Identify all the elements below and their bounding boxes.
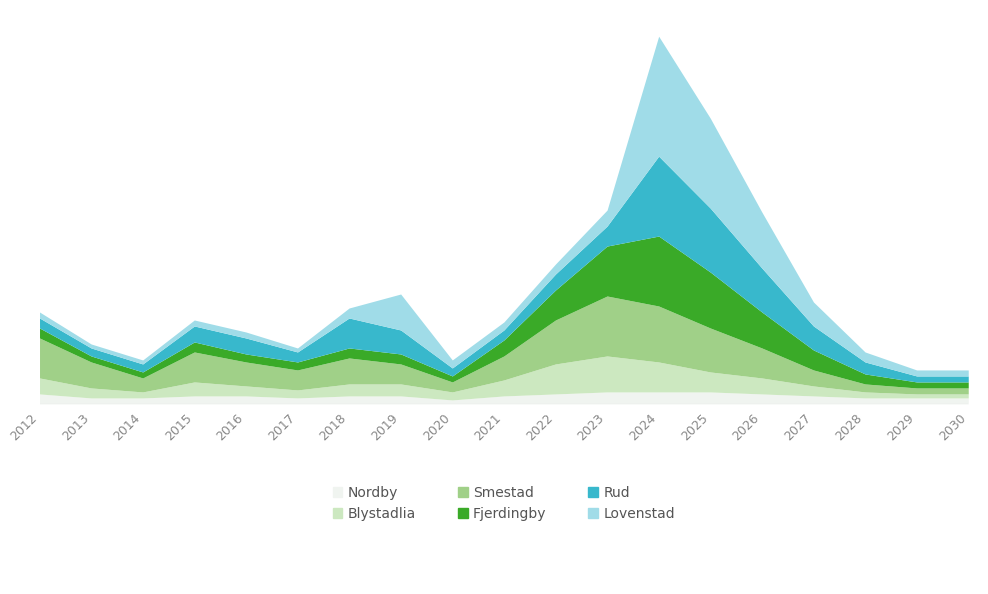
Legend: Nordby, Blystadlia, Smestad, Fjerdingby, Rud, Lovenstad: Nordby, Blystadlia, Smestad, Fjerdingby,… bbox=[327, 481, 681, 526]
